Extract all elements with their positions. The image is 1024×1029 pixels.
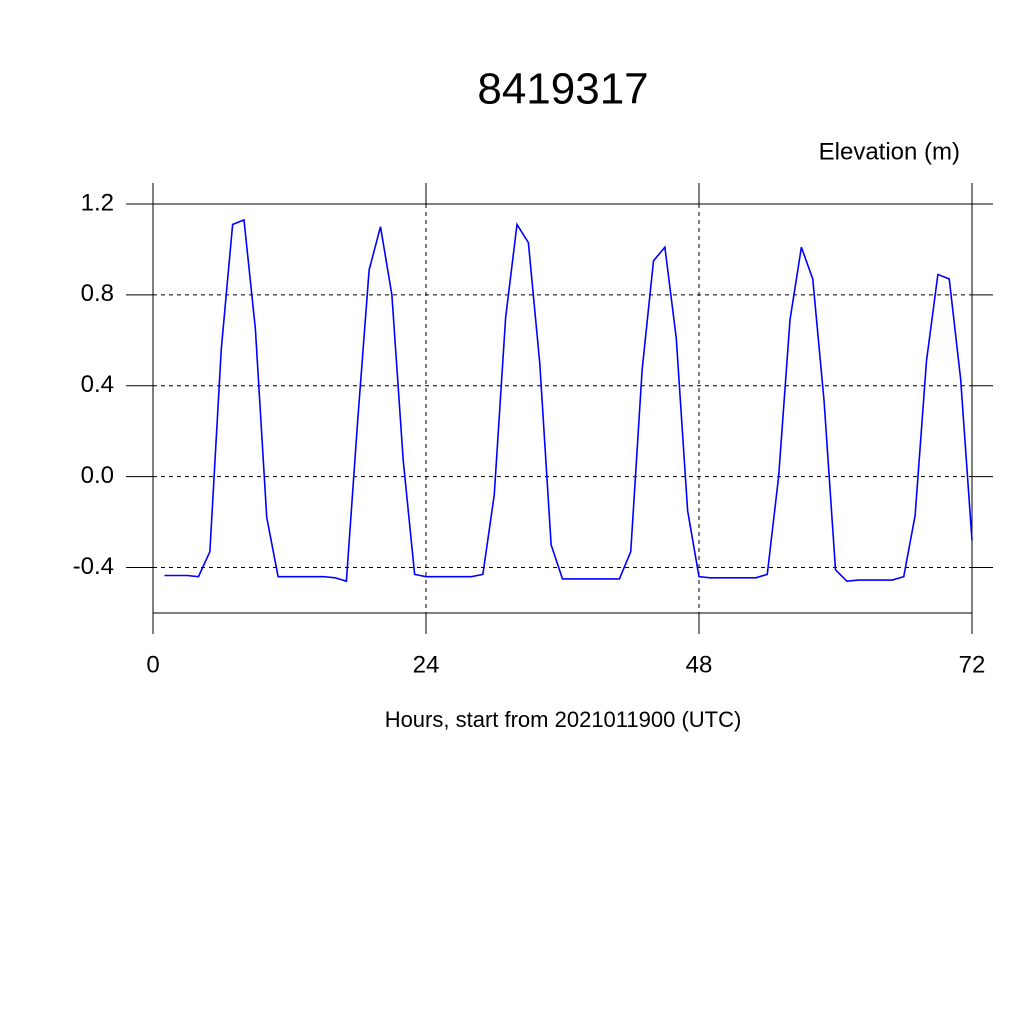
y-tick-label: 0.0 [81,462,114,489]
y-tick-label: 0.4 [81,371,114,398]
x-tick-label: 0 [146,651,159,678]
chart-title: 8419317 [477,65,648,114]
y-axis-label: Elevation (m) [819,138,960,165]
x-tick-label: 72 [959,651,986,678]
y-tick-label: 0.8 [81,280,114,307]
data-line [164,218,973,583]
y-tick-label: 1.2 [81,189,114,216]
x-axis-label: Hours, start from 2021011900 (UTC) [385,707,742,732]
x-tick-label: 24 [413,651,440,678]
y-tick-label: -0.4 [73,553,114,580]
x-tick-label: 48 [686,651,713,678]
